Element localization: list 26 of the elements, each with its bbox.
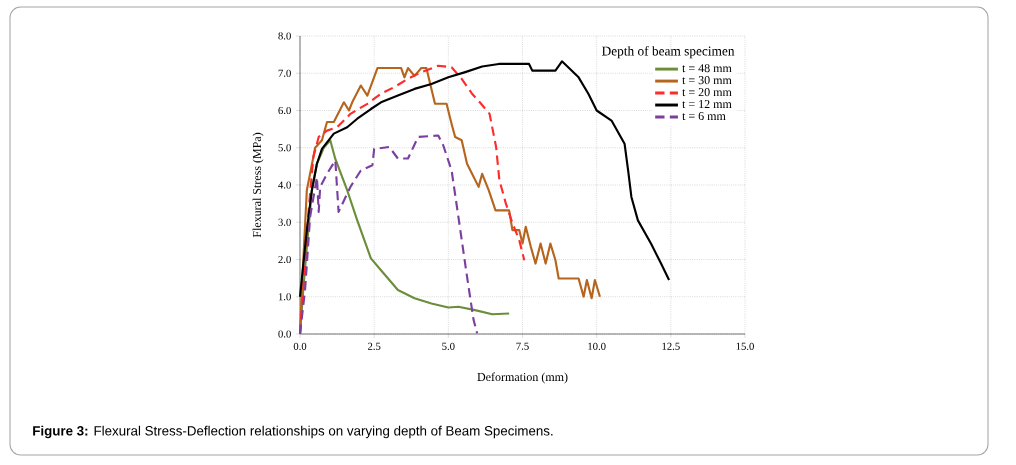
x-tick-label: 5.0 (442, 342, 455, 350)
legend-label: t = 30 mm (682, 76, 732, 85)
x-tick-label: 10.0 (588, 342, 606, 350)
legend-label: t = 48 mm (682, 64, 732, 73)
legend-label: t = 20 mm (682, 88, 732, 97)
y-tick-label: 4.0 (278, 181, 291, 189)
x-tick-label: 12.5 (662, 342, 680, 350)
x-axis-title: Deformation (mm) (477, 372, 568, 384)
y-tick-label: 3.0 (278, 218, 291, 226)
legend-label: t = 6 mm (682, 111, 726, 121)
x-tick-label: 7.5 (516, 342, 529, 350)
y-axis-title: Flexural Stress (MPa) (252, 132, 264, 238)
text: Figure 3: Flexural Stress-Deflection relationships on varying depth of Beam Specimens. (33, 425, 553, 439)
y-tick-label: 1.0 (278, 293, 291, 301)
y-tick-label: 5.0 (278, 144, 291, 152)
x-tick-label: 2.5 (367, 342, 381, 350)
y-tick-label: 8.0 (278, 32, 291, 40)
y-tick-label: 6.0 (278, 106, 291, 115)
x-tick-label: 0.0 (293, 342, 307, 350)
y-tick-label: 2.0 (278, 255, 291, 264)
legend-label: t = 12 mm (682, 100, 732, 109)
x-tick-label: 15.0 (736, 342, 754, 350)
y-tick-label: 0.0 (278, 330, 291, 338)
line-series (298, 134, 479, 336)
y-tick-label: 7.0 (278, 69, 291, 77)
legend-title: Depth of beam specimen (601, 46, 735, 59)
